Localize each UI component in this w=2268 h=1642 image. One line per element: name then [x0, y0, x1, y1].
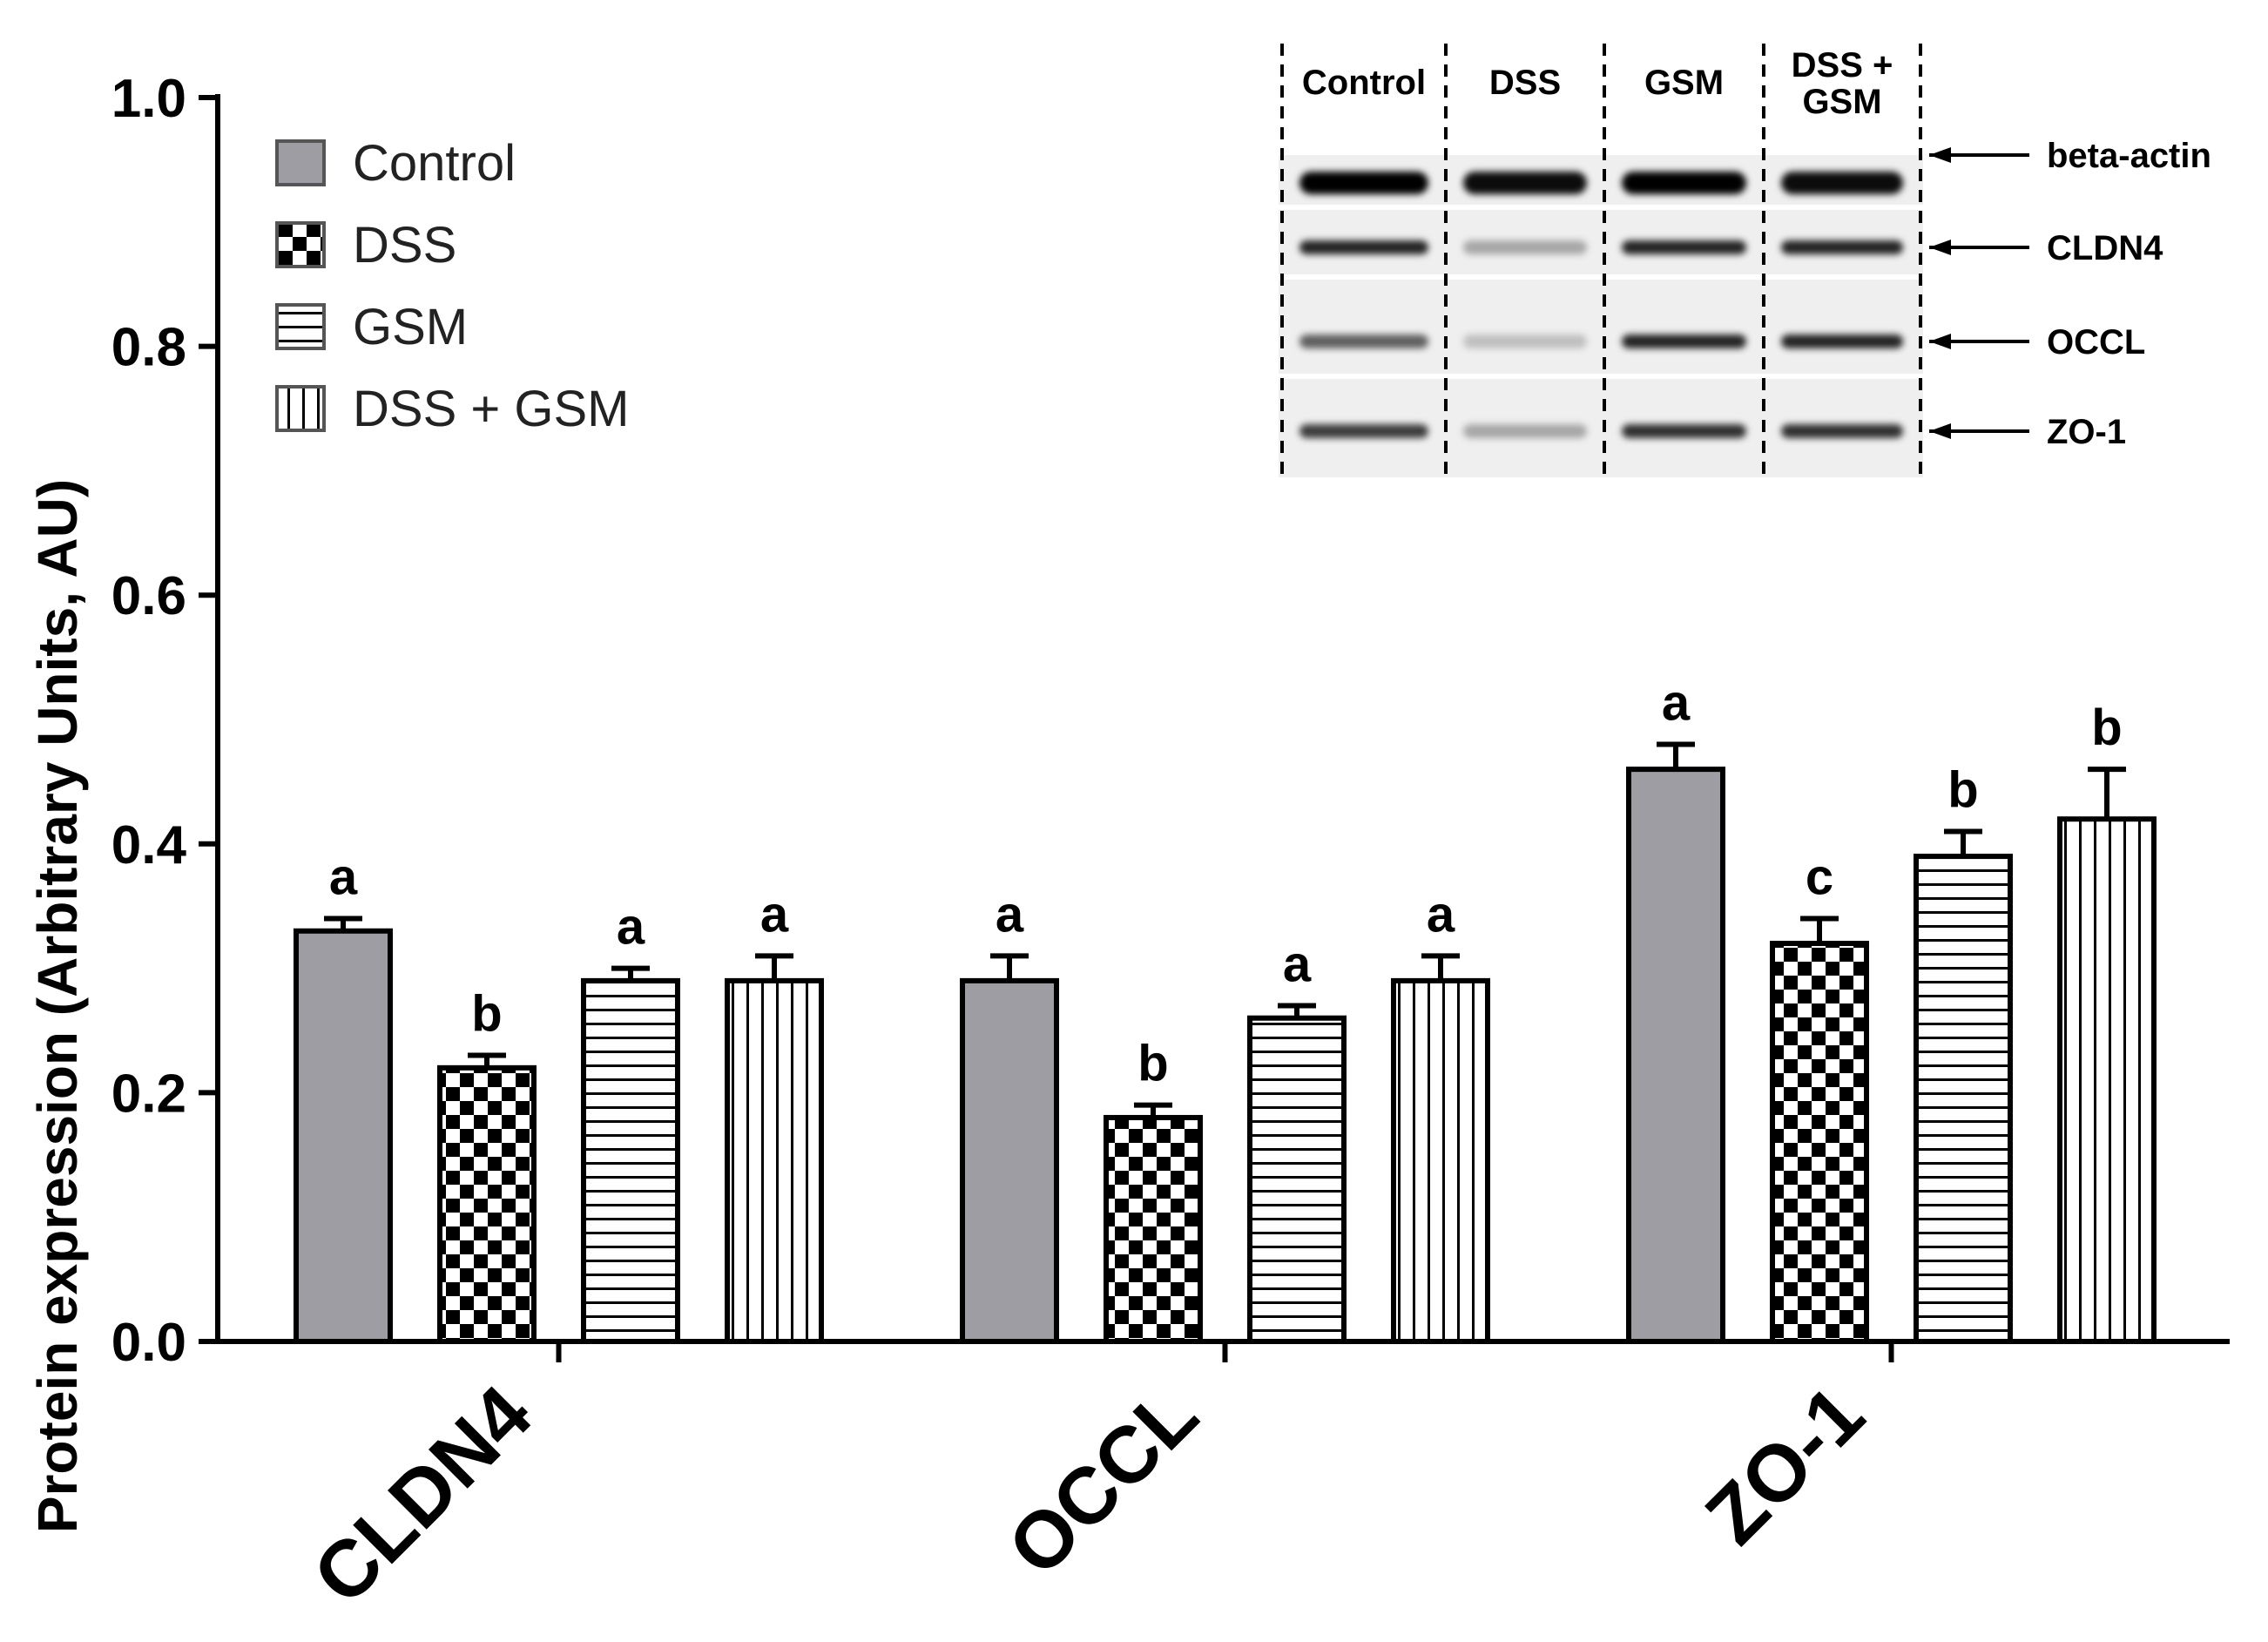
x-category-label: ZO-1 — [1689, 1369, 1880, 1561]
legend-swatch — [275, 385, 326, 432]
blot-band — [1781, 172, 1903, 194]
legend-swatch — [275, 221, 326, 268]
blot-lane-label: GSM — [1644, 64, 1724, 102]
y-tick-label: 1.0 — [111, 69, 186, 129]
legend-swatch — [275, 139, 326, 186]
bar-zo-1-dss — [1770, 941, 1869, 1345]
significance-letter: a — [1283, 936, 1312, 992]
bar-occl-dss — [1104, 1114, 1203, 1344]
x-category-label: OCCL — [991, 1369, 1214, 1592]
blot-band — [1299, 172, 1428, 194]
blot-band — [1622, 424, 1746, 438]
significance-letter: c — [1806, 848, 1833, 905]
legend-label: DSS — [353, 217, 456, 274]
legend-label: Control — [353, 135, 516, 192]
bar-cldn4-dss — [437, 1064, 537, 1344]
significance-letter: a — [1662, 675, 1691, 732]
blot-band-label: ZO-1 — [2047, 413, 2126, 451]
blot-strip-gap — [1279, 274, 1923, 280]
arrow-icon — [1929, 423, 1951, 439]
x-axis-labels: CLDN4 OCCL ZO-1 — [297, 1341, 1894, 1621]
bar-zo-1-dss-gsm — [2057, 816, 2157, 1344]
blot-band-label: CLDN4 — [2047, 229, 2163, 267]
blot-band — [1781, 240, 1903, 254]
bars: a b a a a b a a a c b b — [294, 675, 2157, 1345]
blot-band — [1463, 240, 1587, 254]
legend-label: DSS + GSM — [353, 381, 629, 437]
bar-cldn4-dss-gsm — [725, 977, 824, 1344]
y-tick-label: 0.6 — [111, 566, 186, 626]
y-axis-ticks: 0.0 0.2 0.4 0.6 0.8 1.0 — [111, 69, 218, 1373]
arrow-icon — [1929, 147, 1951, 163]
blot-band-label: beta-actin — [2047, 137, 2211, 175]
bar-zo-1-gsm — [1914, 854, 2013, 1344]
legend: Control DSS GSM DSS + GSM — [275, 135, 629, 437]
bar-occl-dss-gsm — [1391, 977, 1490, 1344]
blot-band — [1781, 424, 1903, 438]
legend-swatch — [275, 303, 326, 350]
blot-band — [1299, 334, 1428, 348]
blot-band — [1622, 334, 1746, 348]
blot-lane-label: GSM — [1802, 83, 1881, 121]
blot-band — [1299, 424, 1428, 438]
blot-band — [1781, 334, 1903, 348]
blot-band — [1622, 240, 1746, 254]
y-axis-label: Protein expression (Arbitrary Units, AU) — [26, 479, 89, 1533]
blot-band — [1463, 334, 1587, 348]
significance-letter: a — [996, 886, 1024, 943]
x-category-label: CLDN4 — [297, 1369, 549, 1621]
blot-band — [1463, 424, 1587, 438]
y-tick-label: 0.8 — [111, 318, 186, 378]
significance-letter: b — [1137, 1036, 1168, 1092]
significance-letter: b — [2091, 699, 2122, 756]
blot-band-label: OCCL — [2047, 323, 2145, 362]
y-tick-label: 0.0 — [111, 1313, 186, 1373]
bar-occl-gsm — [1247, 1015, 1347, 1344]
bar-occl-control — [960, 977, 1059, 1344]
blot-strip-gap — [1279, 205, 1923, 210]
arrow-icon — [1929, 334, 1951, 349]
significance-letter: a — [1427, 886, 1455, 943]
blot-strip-gap — [1279, 374, 1923, 379]
significance-letter: b — [471, 986, 502, 1043]
significance-letter: a — [329, 848, 358, 905]
significance-letter: b — [1947, 762, 1978, 819]
significance-letter: a — [617, 899, 645, 956]
blot-lane-label: Control — [1302, 64, 1426, 102]
significance-letter: a — [760, 886, 789, 943]
bar-zo-1-control — [1626, 767, 1725, 1344]
legend-label: GSM — [353, 299, 468, 355]
bar-cldn4-gsm — [581, 977, 680, 1344]
blot-band — [1299, 240, 1428, 254]
blot-band — [1463, 172, 1587, 194]
y-tick-label: 0.4 — [111, 815, 187, 875]
blot-lane-label: DSS — [1489, 64, 1561, 102]
bar-cldn4-control — [294, 928, 393, 1344]
arrow-icon — [1929, 240, 1951, 255]
y-tick-label: 0.2 — [111, 1064, 186, 1124]
blot-lane-label: DSS + — [1792, 46, 1893, 84]
blot-band — [1622, 172, 1746, 194]
